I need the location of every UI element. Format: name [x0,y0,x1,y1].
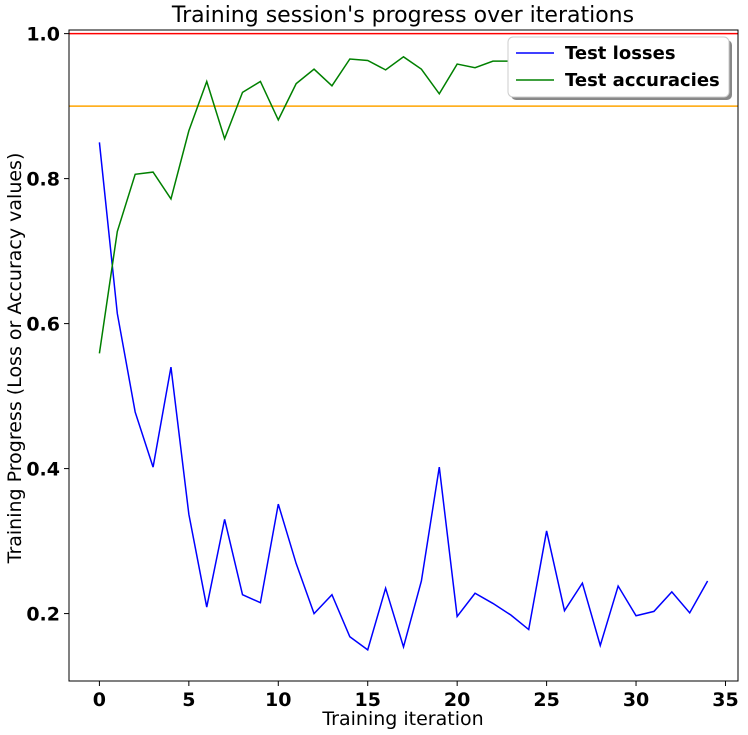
chart-title: Training session's progress over iterati… [171,3,634,28]
legend-label: Test losses [565,43,676,64]
y-tick-label: 0.6 [26,314,60,336]
legend-label: Test accuracies [565,70,720,91]
x-axis-label: Training iteration [321,708,483,730]
y-tick-label: 1.0 [26,24,60,46]
y-tick-label: 0.2 [26,604,60,626]
y-tick-label: 0.4 [26,459,60,481]
x-tick-label: 25 [533,689,559,711]
y-tick-label: 0.8 [26,169,60,191]
x-tick-label: 30 [623,689,649,711]
x-tick-label: 5 [182,689,195,711]
x-tick-label: 15 [354,689,380,711]
x-tick-label: 0 [93,689,106,711]
plot-frame [68,29,739,682]
y-axis-label: Training Progress (Loss or Accuracy valu… [4,153,26,565]
x-tick-label: 20 [444,689,470,711]
legend-box [507,36,730,98]
x-tick-label: 10 [265,689,291,711]
plot-area: 0 5 10 15 20 25 30 35 0.2 0.4 0.6 0.8 1.0 [26,24,738,711]
legend: Test losses Test accuracies [507,36,732,100]
series-line-test-losses [98,142,709,652]
x-tick-label: 35 [712,689,738,711]
